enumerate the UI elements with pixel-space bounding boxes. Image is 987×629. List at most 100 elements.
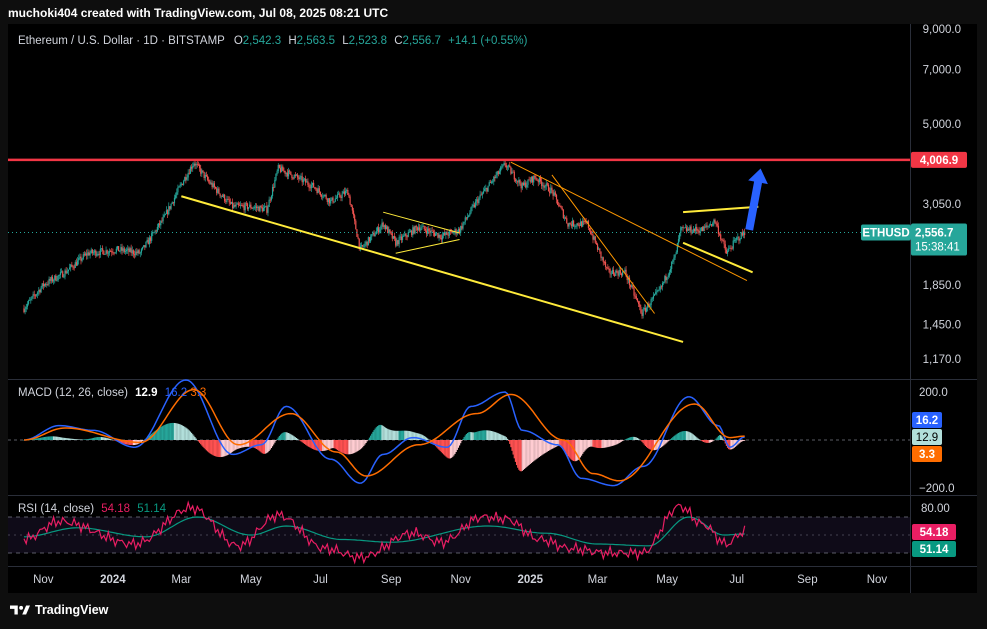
candle-body xyxy=(404,233,406,236)
macd-histogram-bar xyxy=(127,440,129,445)
candle-body xyxy=(693,228,696,232)
candle-body xyxy=(631,285,633,287)
candle-body xyxy=(132,250,135,255)
candle-body xyxy=(265,205,267,207)
high-label: H xyxy=(288,35,297,47)
macd-histogram-bar xyxy=(99,437,101,440)
macd-histogram-bar xyxy=(76,439,79,440)
macd-histogram-bar xyxy=(23,440,25,441)
macd-histogram-bar xyxy=(471,432,473,440)
candle-body xyxy=(489,182,491,184)
candle-body xyxy=(173,197,176,204)
candle-body xyxy=(547,184,550,192)
candle-body xyxy=(108,251,111,253)
candle-body xyxy=(226,198,228,202)
macd-histogram-bar xyxy=(630,437,632,440)
macd-histogram-bar xyxy=(285,432,287,440)
macd-histogram-bar xyxy=(265,440,267,454)
macd-histogram-bar xyxy=(49,436,51,440)
macd-histogram-bar xyxy=(413,432,415,440)
candle-body xyxy=(744,231,746,236)
macd-histogram-bar xyxy=(703,440,705,442)
candle-body xyxy=(313,182,315,188)
macd-histogram-bar xyxy=(325,440,327,451)
candle-body xyxy=(440,237,442,240)
candle-body xyxy=(225,201,227,202)
candle-body xyxy=(479,194,481,198)
candle-body xyxy=(222,194,225,197)
candle-body xyxy=(682,226,684,228)
macd-histogram-bar xyxy=(276,439,278,440)
candle-body xyxy=(55,275,57,281)
macd-histogram-bar xyxy=(573,440,575,462)
candle-body xyxy=(562,209,564,218)
macd-histogram-bar xyxy=(213,440,215,456)
candle-body xyxy=(141,247,144,250)
candle-body xyxy=(734,239,737,241)
macd-histogram-bar xyxy=(408,431,410,440)
macd-histogram-bar xyxy=(514,440,517,462)
candle-body xyxy=(444,232,446,235)
macd-histogram-bar xyxy=(338,440,340,451)
candle-body xyxy=(445,232,447,235)
candle-body xyxy=(601,257,603,259)
chart-caption: muchoki404 created with TradingView.com,… xyxy=(8,6,389,20)
candle-body xyxy=(557,199,559,205)
macd-histogram-bar xyxy=(226,440,228,456)
macd-histogram-bar xyxy=(203,440,205,449)
candle-body xyxy=(425,230,428,234)
macd-histogram-bar xyxy=(48,436,50,440)
macd-histogram-bar xyxy=(470,432,472,440)
low-value: 2,523.8 xyxy=(348,35,388,47)
candle-body xyxy=(315,188,317,190)
macd-histogram-bar xyxy=(356,440,358,452)
open-label: O xyxy=(233,35,243,47)
candle-body xyxy=(176,192,178,196)
candle-body xyxy=(383,225,385,228)
macd-histogram-bar xyxy=(550,440,552,450)
candle-body xyxy=(356,229,358,237)
macd-histogram-bar xyxy=(420,434,422,440)
candle-body xyxy=(169,206,171,209)
candle-body xyxy=(449,230,452,232)
candle-body xyxy=(555,194,558,200)
macd-histogram-bar xyxy=(723,440,725,441)
macd-histogram-bar xyxy=(666,440,668,443)
candle-body xyxy=(498,171,501,174)
candle-body xyxy=(71,264,73,267)
candle-body xyxy=(482,191,485,194)
macd-histogram-bar xyxy=(119,440,121,443)
candle-body xyxy=(51,277,54,282)
candle-body xyxy=(205,174,208,177)
candle-body xyxy=(737,236,739,238)
macd-histogram-bar xyxy=(604,440,607,448)
macd-histogram-bar xyxy=(406,430,408,440)
macd-histogram-bar xyxy=(515,440,518,466)
macd-histogram-bar xyxy=(45,436,47,440)
macd-histogram-bar xyxy=(521,440,523,471)
macd-histogram-bar xyxy=(733,440,735,448)
macd-legend: MACD (12, 26, close) 12.9 16.2 3.3 xyxy=(18,387,206,399)
candle-body xyxy=(314,187,316,189)
candle-body xyxy=(417,227,420,231)
macd-histogram-bar xyxy=(388,429,390,440)
candle-body xyxy=(614,274,616,276)
candle-body xyxy=(419,227,421,231)
rsi-ma-badge xyxy=(912,541,956,557)
candle-body xyxy=(675,252,677,255)
candle-body xyxy=(170,203,172,209)
candle-body xyxy=(366,241,368,246)
candle-body xyxy=(677,239,680,244)
macd-histogram-bar xyxy=(468,432,470,440)
candle-body xyxy=(120,247,122,251)
candle-body xyxy=(346,190,348,191)
macd-histogram-bar xyxy=(677,432,680,440)
macd-histogram-bar xyxy=(400,430,403,440)
signal-line xyxy=(23,388,745,482)
candle-body xyxy=(413,227,415,234)
candle-body xyxy=(403,235,405,237)
candle-body xyxy=(724,244,726,250)
candle-body xyxy=(650,299,652,306)
macd-histogram-bar xyxy=(343,440,345,454)
macd-histogram-bar xyxy=(360,440,363,449)
